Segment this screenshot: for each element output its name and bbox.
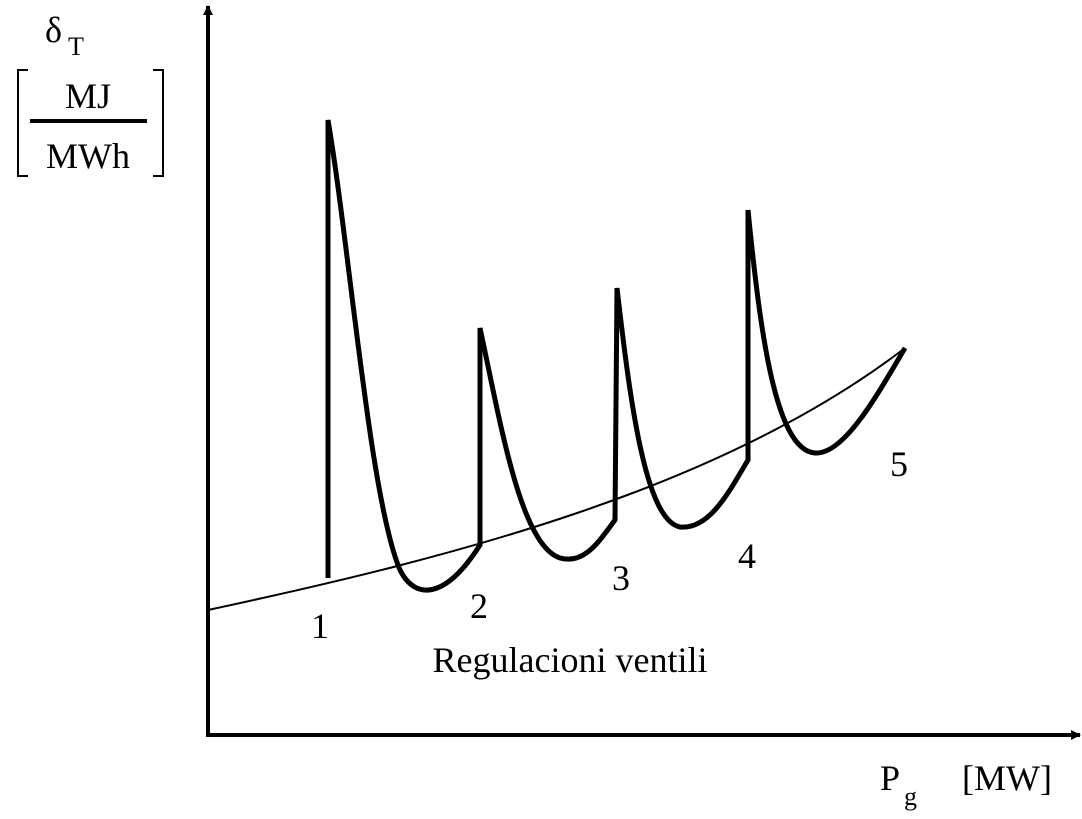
y-denominator: MWh [46,136,130,176]
x-symbol: P [880,758,900,798]
point-label: 2 [470,586,488,626]
y-subscript: T [68,32,84,61]
point-label: 3 [612,558,630,598]
x-subscript: g [904,782,917,811]
y-numerator: MJ [65,76,111,116]
bracket-left [17,69,28,177]
x-unit: [MW] [962,758,1052,798]
point-label: 1 [311,606,329,646]
valve-curve [325,119,908,593]
envelope-curve [207,347,906,611]
bracket-right [153,69,164,177]
annotation: Regulacioni ventili [433,640,708,680]
point-label: 4 [738,536,756,576]
y-symbol: δ [45,10,62,50]
point-label: 5 [890,444,908,484]
